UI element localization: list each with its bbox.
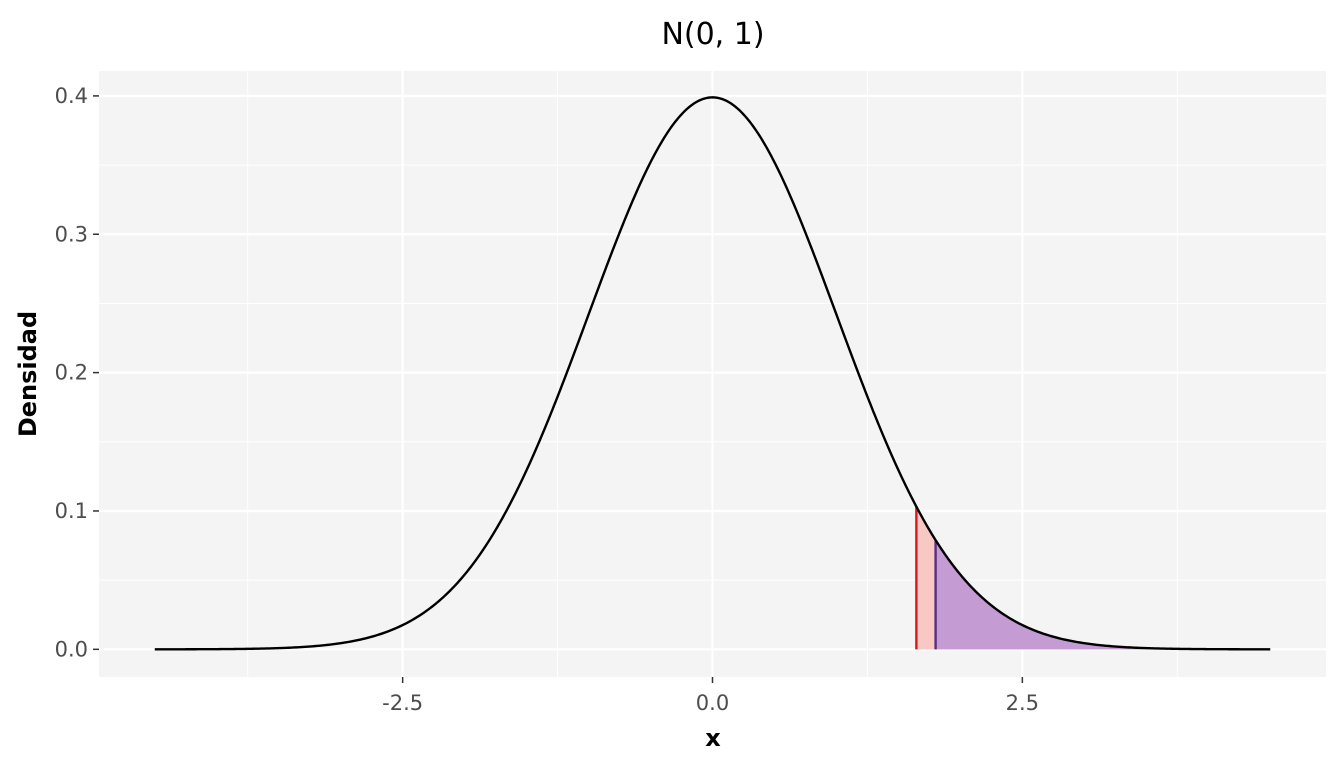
y-tick-label-3: 0.3: [55, 222, 88, 246]
y-tick-label-4: 0.4: [55, 84, 88, 108]
x-tick-label-1: 0.0: [696, 691, 729, 715]
y-tick-label-2: 0.2: [55, 361, 88, 385]
density-curve: [154, 96, 1271, 651]
shaded-region-1: [935, 540, 1271, 650]
x-axis: -2.5 0.0 2.5: [382, 677, 1039, 715]
x-axis-label: x: [705, 724, 721, 752]
y-axis: 0.0 0.1 0.2 0.3 0.4: [55, 84, 99, 661]
y-tick-label-1: 0.1: [55, 499, 88, 523]
vertical-lines: [915, 506, 937, 650]
x-tick-label-0: -2.5: [382, 691, 423, 715]
y-tick-label-0: 0.0: [55, 637, 88, 661]
shaded-regions: [916, 506, 1271, 650]
chart-title: N(0, 1): [661, 17, 764, 52]
x-tick-label-2: 2.5: [1006, 691, 1039, 715]
y-axis-label: Densidad: [14, 311, 42, 437]
